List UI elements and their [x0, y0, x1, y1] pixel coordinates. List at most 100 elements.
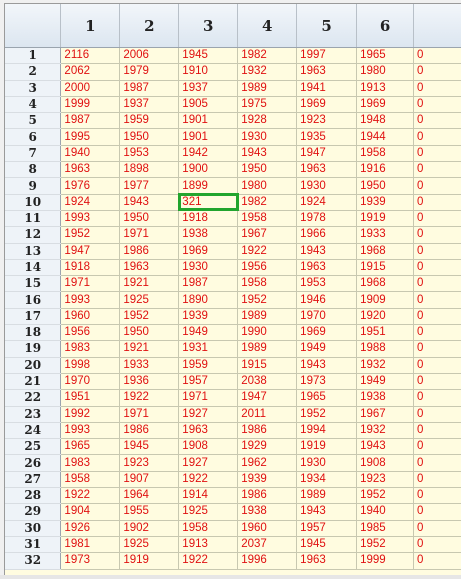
table-cell[interactable]: 1973	[296, 373, 358, 391]
column-header[interactable]: 5	[296, 4, 358, 48]
table-cell[interactable]: 1943	[296, 357, 358, 374]
table-cell[interactable]: 1986	[237, 487, 298, 505]
table-cell[interactable]: 1909	[356, 291, 415, 309]
table-cell[interactable]: 1921	[119, 275, 180, 293]
table-cell[interactable]: 1947	[296, 145, 358, 163]
table-row[interactable]: 1 2116 2006 1945 1982 1997 1965 0	[5, 47, 461, 65]
table-cell[interactable]: 1902	[119, 520, 180, 537]
table-cell[interactable]: 1981	[60, 536, 121, 554]
table-cell[interactable]: 1958	[237, 210, 298, 228]
table-cell[interactable]: 1959	[119, 112, 180, 130]
table-cell[interactable]: 1987	[60, 112, 121, 130]
table-cell[interactable]: 1956	[237, 259, 298, 277]
table-cell[interactable]: 1993	[60, 422, 121, 440]
table-cell[interactable]: 1996	[237, 552, 298, 570]
table-cell[interactable]: 1979	[119, 63, 180, 81]
table-cell[interactable]: 1970	[60, 373, 121, 391]
table-cell[interactable]: 1943	[296, 503, 358, 521]
table-cell[interactable]: 1943	[237, 145, 298, 163]
table-cell[interactable]: 0	[413, 422, 461, 440]
table-cell[interactable]: 0	[413, 454, 461, 472]
table-cell[interactable]: 1904	[60, 503, 121, 521]
table-cell[interactable]: 1970	[296, 308, 358, 326]
table-cell[interactable]: 1986	[119, 422, 180, 440]
table-cell[interactable]: 1932	[237, 63, 298, 81]
table-cell[interactable]: 1982	[237, 47, 298, 65]
table-cell[interactable]: 1915	[237, 357, 298, 374]
table-cell[interactable]: 1931	[178, 340, 239, 358]
table-cell[interactable]: 1949	[356, 373, 415, 391]
table-cell[interactable]: 0	[413, 471, 461, 489]
table-cell[interactable]: 1913	[356, 80, 415, 97]
table-cell[interactable]: 1923	[119, 454, 180, 472]
table-cell[interactable]: 0	[413, 161, 461, 179]
table-row[interactable]: 14 1918 1963 1930 1956 1963 1915 0	[5, 259, 461, 277]
table-cell[interactable]: 1997	[296, 47, 358, 65]
table-cell[interactable]: 1963	[178, 422, 239, 440]
table-cell[interactable]: 1949	[178, 324, 239, 342]
table-row[interactable]: 25 1965 1945 1908 1929 1919 1943 0	[5, 438, 461, 456]
table-row[interactable]: 26 1983 1923 1927 1962 1930 1908 0	[5, 454, 461, 472]
table-cell[interactable]: 0	[413, 487, 461, 505]
table-cell[interactable]: 0	[413, 536, 461, 554]
table-cell[interactable]: 1928	[237, 112, 298, 130]
table-cell[interactable]: 1934	[296, 471, 358, 489]
table-cell[interactable]: 1932	[356, 422, 415, 440]
row-header[interactable]: 23	[5, 406, 62, 423]
table-cell[interactable]: 1935	[296, 128, 358, 146]
row-header[interactable]: 8	[5, 161, 62, 179]
table-cell[interactable]: 1899	[178, 177, 239, 195]
table-cell[interactable]: 0	[413, 128, 461, 146]
table-row[interactable]: 29 1904 1955 1925 1938 1943 1940 0	[5, 503, 461, 521]
table-cell[interactable]: 0	[413, 259, 461, 277]
table-cell[interactable]: 1952	[296, 406, 358, 423]
table-cell[interactable]: 0	[413, 177, 461, 195]
table-cell[interactable]: 1940	[60, 145, 121, 163]
table-cell[interactable]: 0	[413, 406, 461, 423]
table-cell[interactable]: 1965	[356, 47, 415, 65]
table-cell[interactable]: 1969	[296, 96, 358, 114]
table-cell[interactable]: 1953	[296, 275, 358, 293]
row-header[interactable]: 26	[5, 454, 62, 472]
row-header[interactable]: 10	[5, 194, 62, 211]
table-cell[interactable]: 1950	[237, 161, 298, 179]
row-header[interactable]: 28	[5, 487, 62, 505]
table-cell[interactable]: 1965	[60, 438, 121, 456]
row-header[interactable]: 29	[5, 503, 62, 521]
table-row[interactable]: 31 1981 1925 1913 2037 1945 1952 0	[5, 536, 461, 554]
table-cell[interactable]: 1950	[119, 128, 180, 146]
row-header[interactable]: 30	[5, 520, 62, 537]
table-cell[interactable]: 1951	[60, 389, 121, 407]
table-cell[interactable]: 1963	[296, 161, 358, 179]
table-cell[interactable]: 1947	[60, 243, 121, 260]
table-row[interactable]: 2 2062 1979 1910 1932 1963 1980 0	[5, 63, 461, 81]
table-cell[interactable]: 1948	[356, 112, 415, 130]
table-cell[interactable]: 1963	[296, 63, 358, 81]
table-row[interactable]: 15 1971 1921 1987 1958 1953 1968 0	[5, 275, 461, 293]
table-cell[interactable]: 1926	[60, 520, 121, 537]
row-header[interactable]: 13	[5, 243, 62, 260]
table-cell[interactable]: 1969	[356, 96, 415, 114]
table-cell[interactable]: 1952	[356, 536, 415, 554]
column-header[interactable]: 1	[60, 4, 121, 48]
table-cell[interactable]: 1986	[237, 422, 298, 440]
table-cell[interactable]: 1967	[237, 226, 298, 244]
row-header[interactable]: 27	[5, 471, 62, 489]
table-cell[interactable]: 1985	[356, 520, 415, 537]
table-cell[interactable]: 1966	[296, 226, 358, 244]
row-header[interactable]: 6	[5, 128, 62, 146]
row-header[interactable]: 7	[5, 145, 62, 163]
table-cell[interactable]: 1976	[60, 177, 121, 195]
table-cell[interactable]: 1939	[356, 194, 415, 211]
row-header[interactable]: 18	[5, 324, 62, 342]
table-cell[interactable]: 1950	[119, 210, 180, 228]
table-cell[interactable]: 1962	[237, 454, 298, 472]
table-cell[interactable]: 1993	[60, 291, 121, 309]
table-row[interactable]: 8 1963 1898 1900 1950 1963 1916 0	[5, 161, 461, 179]
table-cell[interactable]: 1975	[237, 96, 298, 114]
table-cell[interactable]: 1971	[119, 406, 180, 423]
table-cell[interactable]: 1920	[356, 308, 415, 326]
table-cell[interactable]: 1900	[178, 161, 239, 179]
table-cell[interactable]: 1952	[356, 487, 415, 505]
row-header[interactable]: 3	[5, 80, 62, 97]
